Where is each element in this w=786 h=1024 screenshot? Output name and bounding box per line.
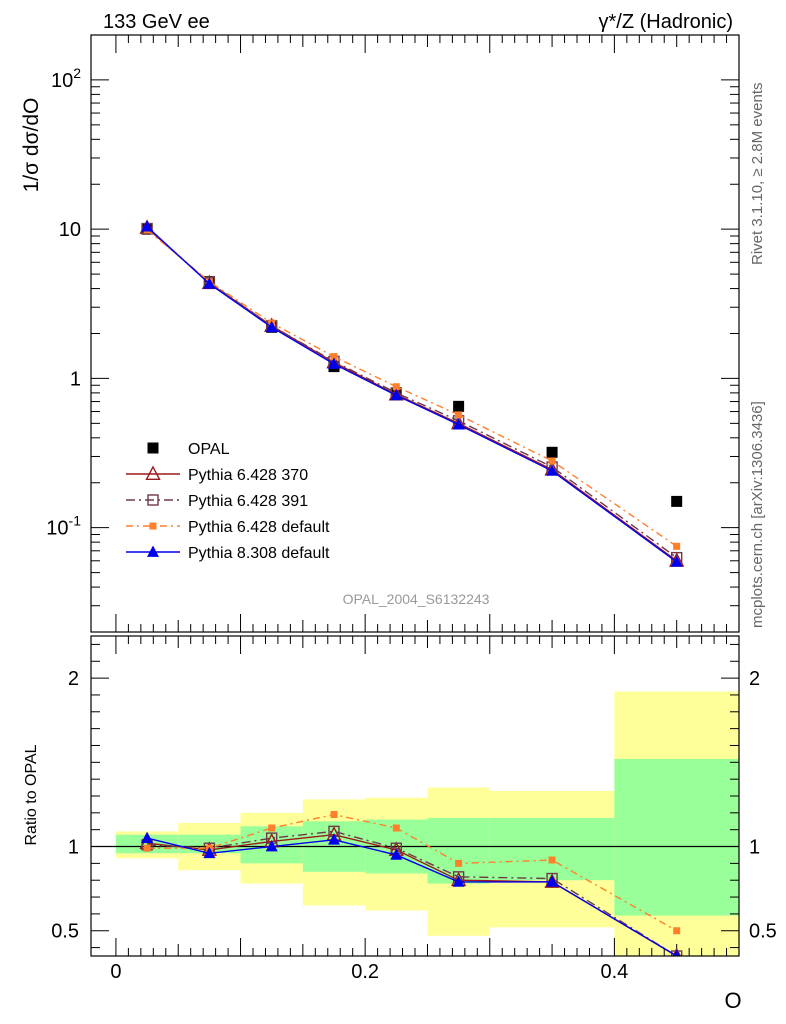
pythia-8-308-default-point [452,418,465,430]
pythia-8-308-default-point [390,388,403,401]
pythia-6-428-default-point [330,353,338,361]
ratio-y-tick-label: 1 [68,837,79,859]
legend-pythia-6-428-370-label: Pythia 6.428 370 [188,467,308,484]
pythia-8-308-default-point [546,464,559,476]
opal-point [671,495,683,507]
rivet-label: Rivet 3.1.10, ≥ 2.8M events [749,83,766,266]
ratio-pythia-8-308-default-point [390,848,403,860]
pythia-6-428-370-line [146,227,678,562]
legend-opal-label: OPAL [188,441,230,458]
legend-pythia-6-428-391-marker [147,494,159,506]
main-y-tick-label: 1 [70,368,81,390]
ratio-pythia-6-428-default-point [673,927,681,935]
main-y-tick-labels: 10-1 1 10 102 [46,65,81,540]
ratio-pythia-8-308-default-point [328,833,340,845]
ratio-y-tick-label-right: 1 [749,837,760,859]
main-y-axis-label: 1/σ dσ/dO [20,98,43,193]
green-band-bin [489,817,615,881]
opal-point [453,400,465,412]
ratio-pythia-6-428-default-line [147,813,678,932]
legend-opal-marker [147,442,159,454]
ratio-pythia-8-308-default-line [146,837,678,956]
ratio-pythia-6-428-default-point [330,811,338,819]
pythia-6-428-default-point [673,542,681,550]
ratio-y-tick-label-right: 2 [749,668,760,690]
green-band-bin [614,758,739,916]
ratio-pythia-6-428-370-point [672,947,682,956]
main-frame [90,34,740,633]
main-series-group [139,219,685,567]
ratio-axis-ticks [91,636,740,956]
analysis-label: OPAL_2004_S6132243 [343,591,490,607]
ratio-pythia-8-308-default-point [673,949,681,956]
pythia-8-308-default-point [265,320,278,333]
pythia-6-428-default-point [548,457,556,465]
legend-pythia-8-308-default-label: Pythia 8.308 default [188,545,330,562]
pythia-8-308-default-point [203,277,216,289]
legend-pythia-6-428-370-marker [145,465,161,480]
main-y-tick-label: 10-1 [46,513,81,540]
ratio-y-tick-label: 2 [68,668,79,690]
main-panel: 1/σ dσ/dO OPAL_2004_S6132243 10-1110102 … [20,34,740,633]
pythia-8-308-default-line [146,226,678,563]
uncertainty-bands [115,691,739,956]
x-tick-label: 0.4 [600,961,628,983]
energy-label: 133 GeV ee [103,11,210,33]
ratio-pythia-8-308-default-point [546,875,559,887]
pythia-6-428-default-point [455,411,463,419]
ratio-pythia-8-308-default-point [452,875,465,887]
x-tick-labels: 0 0.2 0.4 [110,961,628,983]
ratio-panel: Ratio to OPAL O 0.5 0.5 1 1 2 2 0 0.2 0.4 [23,635,777,1013]
main-axis-ticks [91,34,740,633]
ratio-pythia-8-308-default-point [141,831,154,843]
green-band-bin [115,834,179,854]
ratio-y-axis-label: Ratio to OPAL [23,744,40,845]
ratio-y-tick-labels: 0.5 0.5 1 1 2 2 [51,668,777,943]
legend-pythia-6-428-391-label: Pythia 6.428 391 [188,493,308,510]
ratio-y-tick-label-right: 0.5 [749,921,777,943]
main-y-tick-label: 10 [59,219,81,241]
pythia-8-308-default-point [141,220,154,232]
pythia-6-428-default-line [146,229,678,547]
ratio-pythia-6-428-default-point [268,824,276,832]
ratio-pythia-6-428-default-point [143,844,151,852]
x-tick-label: 0.2 [351,961,379,983]
x-axis-label: O [724,988,741,1013]
ratio-pythia-8-308-default-point [265,840,278,852]
ratio-pythia-6-428-391-line [147,830,678,956]
ratio-frame [90,635,740,957]
legend-pythia-6-428-default-label: Pythia 6.428 default [188,519,330,536]
ratio-pythia-8-308-default-point [203,846,216,859]
legend-pythia-8-308-default-marker [147,545,159,557]
pythia-6-428-default-point [392,383,400,391]
pythia-8-308-default-point [670,555,683,567]
ratio-pythia-6-428-default-point [455,859,463,867]
main-y-tick-label: 102 [51,65,81,92]
ratio-pythia-6-428-default-point [548,856,556,864]
ratio-y-tick-label: 0.5 [51,921,79,943]
x-tick-label: 0 [110,961,121,983]
legend: OPAL Pythia 6.428 370 Pythia 6.428 391 Pyth… [126,441,330,562]
ratio-series-group [139,811,683,956]
opal-point [546,446,558,458]
mcplots-label: mcplots.cern.ch [arXiv:1306.3436] [749,401,766,628]
pythia-6-428-391-line [146,228,678,559]
ratio-pythia-6-428-default-point [392,824,400,832]
legend-pythia-6-428-default-marker [149,522,157,530]
process-label: γ*/Z (Hadronic) [599,11,733,33]
pythia-8-308-default-point [328,357,340,369]
